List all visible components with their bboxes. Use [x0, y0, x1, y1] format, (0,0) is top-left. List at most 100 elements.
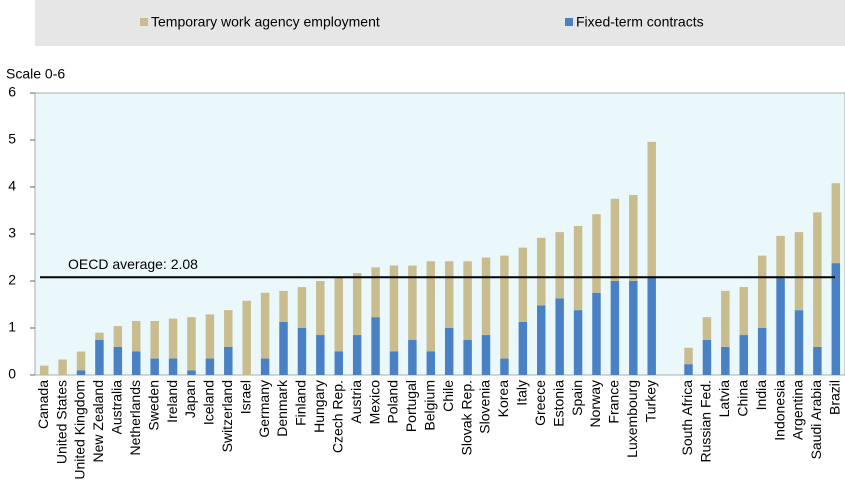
bar-segment — [831, 263, 841, 375]
bar-segment — [205, 358, 215, 375]
y-tick-label: 2 — [8, 272, 16, 288]
bar-segment — [168, 318, 178, 359]
x-tick-label: Luxembourg — [624, 380, 640, 458]
bar-segment — [334, 277, 343, 352]
x-tick-label: Portugal — [403, 380, 419, 432]
legend-swatch — [565, 18, 573, 26]
x-tick-label: Israel — [237, 380, 253, 414]
bar-segment — [592, 292, 601, 375]
bar-segment — [113, 346, 123, 375]
x-tick-label: Greece — [532, 380, 548, 426]
x-tick-label: Poland — [385, 380, 401, 424]
bar-segment — [629, 281, 638, 375]
y-tick-label: 5 — [8, 131, 16, 147]
bar-segment — [205, 314, 215, 359]
x-tick-label: Slovak Rep. — [458, 380, 474, 455]
x-tick-label: Netherlands — [127, 380, 143, 456]
bar-segment — [592, 214, 601, 293]
bar-segment — [187, 370, 196, 375]
bar-segment — [537, 305, 546, 375]
bar-segment — [408, 265, 417, 340]
x-tick-label: New Zealand — [90, 380, 106, 463]
y-tick-label: 6 — [8, 84, 16, 100]
bar-segment — [168, 358, 178, 375]
x-tick-label: Australia — [109, 380, 125, 435]
bar-segment — [463, 339, 472, 375]
bar-segment — [813, 212, 822, 347]
y-tick-label: 0 — [8, 366, 16, 382]
x-tick-label: United Kingdom — [72, 380, 88, 480]
bar-segment — [739, 287, 748, 336]
bar-segment — [794, 310, 804, 375]
bar-segment — [481, 257, 491, 336]
legend-label: Fixed-term contracts — [576, 14, 704, 30]
bar-segment — [58, 359, 67, 375]
bar-segment — [702, 339, 712, 375]
bar-segment — [389, 351, 399, 375]
bar-segment — [537, 237, 546, 306]
bar-segment — [647, 277, 656, 375]
bar-segment — [242, 300, 251, 375]
bar-segment — [352, 335, 362, 375]
bar-segment — [721, 346, 730, 375]
y-axis-label: Scale 0-6 — [6, 66, 65, 82]
bar-segment — [113, 326, 123, 347]
x-tick-label: Sweden — [145, 380, 161, 431]
bar-segment — [132, 320, 141, 352]
bar-segment — [426, 261, 436, 352]
bar-segment — [794, 232, 804, 311]
bar-segment — [408, 339, 417, 375]
x-tick-label: Turkey — [642, 380, 658, 422]
bar-segment — [757, 255, 767, 328]
bar-segment — [500, 255, 509, 359]
bar-segment — [721, 290, 730, 347]
reference-label: OECD average: 2.08 — [68, 256, 198, 272]
bar-segment — [647, 141, 656, 278]
bar-segment — [150, 320, 159, 359]
bar-segment — [518, 247, 528, 322]
bar-segment — [426, 351, 436, 375]
bar-segment — [463, 261, 472, 340]
bar-segment — [813, 346, 822, 375]
bar-segment — [39, 365, 49, 375]
bar-segment — [95, 332, 104, 340]
x-tick-label: Finland — [293, 380, 309, 426]
y-tick-label: 3 — [8, 225, 16, 241]
bar-segment — [684, 347, 693, 365]
x-tick-label: Austria — [348, 380, 364, 424]
x-tick-label: Spain — [569, 380, 585, 416]
bar-segment — [224, 310, 233, 347]
x-tick-label: Norway — [587, 380, 603, 427]
bar-segment — [444, 328, 454, 375]
bar-segment — [132, 351, 141, 375]
bar-segment — [555, 298, 564, 375]
x-tick-label: Korea — [495, 380, 511, 418]
bar-segment — [684, 364, 693, 375]
bar-segment — [573, 310, 583, 375]
bar-segment — [371, 317, 380, 375]
x-tick-label: Italy — [514, 380, 530, 406]
y-tick-label: 1 — [8, 319, 16, 335]
bar-segment — [776, 235, 785, 278]
bar-segment — [260, 292, 270, 359]
bar-segment — [629, 194, 638, 281]
bar-segment — [500, 358, 509, 375]
x-tick-label: Mexico — [366, 380, 382, 425]
x-tick-label: United States — [53, 380, 69, 464]
legend-swatch — [140, 18, 148, 26]
bar-segment — [702, 317, 712, 340]
bar-segment — [610, 281, 620, 375]
bar-segment — [481, 335, 491, 375]
x-tick-label: India — [753, 380, 769, 411]
x-tick-label: South Africa — [679, 380, 695, 456]
x-tick-label: Switzerland — [219, 380, 235, 452]
x-tick-label: Iceland — [201, 380, 217, 425]
x-tick-label: Japan — [182, 380, 198, 418]
bar-segment — [371, 267, 380, 318]
bar-segment — [297, 287, 307, 328]
bar-segment — [279, 290, 288, 322]
bar-segment — [316, 281, 325, 336]
y-tick-label: 4 — [8, 178, 16, 194]
bar-segment — [334, 351, 343, 375]
bar-segment — [739, 335, 748, 375]
